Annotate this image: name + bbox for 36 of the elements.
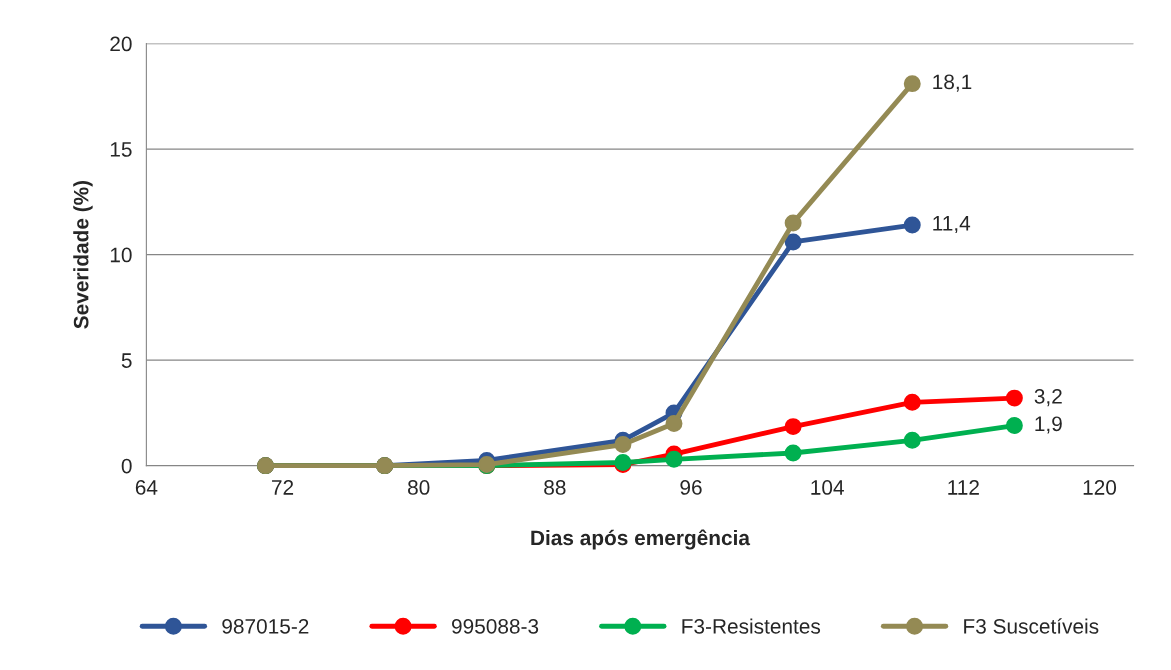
data-label: 1,9: [1035, 416, 1062, 434]
point: [784, 418, 802, 436]
x-tick-label: 80: [408, 480, 430, 495]
legend-label: F3 Suscetíveis: [964, 618, 1099, 634]
x-tick-label: 88: [544, 480, 566, 495]
point: [784, 444, 802, 462]
point: [903, 393, 921, 411]
y-tick-label: 0: [121, 458, 132, 474]
data-label: 3,2: [1034, 388, 1062, 407]
point: [665, 414, 683, 432]
x-tick-label: 72: [272, 480, 294, 495]
point: [614, 436, 632, 454]
y-tick-label: 5: [121, 353, 132, 368]
point: [784, 214, 802, 232]
x-tick-label: 104: [811, 480, 844, 495]
legend-label: 995088-3: [452, 618, 539, 634]
point: [903, 431, 921, 449]
x-axis-title: Dias após emergência: [531, 529, 751, 550]
y-axis-title: Severidade (%): [73, 180, 93, 329]
y-tick-label: 15: [110, 142, 132, 157]
data-label: 11,4: [933, 216, 971, 234]
y-tick-label: 20: [110, 36, 132, 52]
point: [1005, 389, 1023, 407]
x-tick-label: 120: [1083, 480, 1117, 495]
point: [903, 75, 921, 93]
point: [665, 450, 683, 468]
data-label: 18,1: [933, 74, 972, 92]
point: [1005, 417, 1023, 435]
x-tick-label: 96: [680, 480, 702, 495]
x-tick-label: 64: [135, 480, 158, 495]
legend-label: 987015-2: [222, 618, 309, 634]
point: [784, 233, 802, 251]
point: [903, 216, 921, 234]
legend-label: F3-Resistentes: [682, 618, 821, 634]
y-tick-label: 10: [110, 247, 132, 263]
x-tick-label: 112: [948, 480, 979, 495]
